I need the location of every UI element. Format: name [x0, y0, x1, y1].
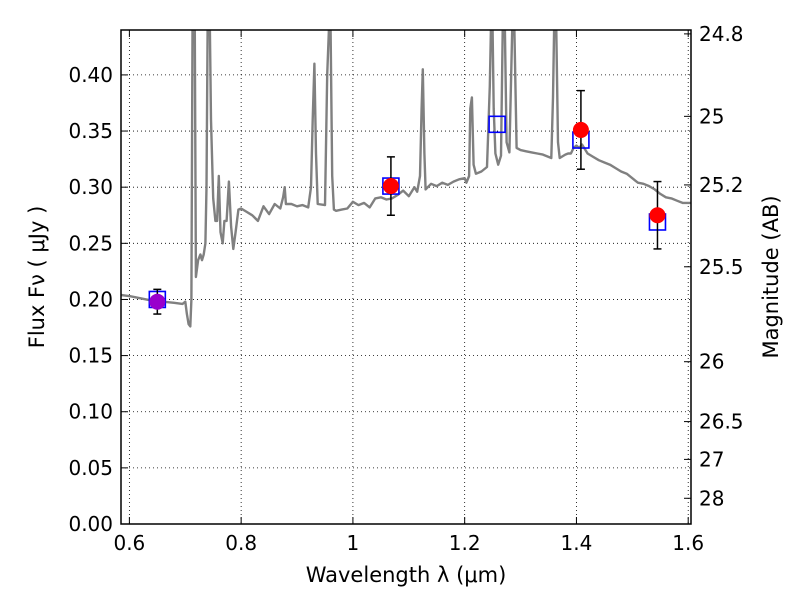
x-tick-label: 1.4 [561, 531, 593, 555]
x-tick-label: 1.2 [449, 531, 481, 555]
mag-tick-label: 28 [699, 486, 724, 510]
x-tick-label: 1.6 [672, 531, 704, 555]
y-tick-label: 0.10 [68, 400, 113, 424]
model-square-marker [488, 115, 506, 134]
mag-tick-label: 25.2 [699, 173, 744, 197]
y-axis-label-right: Magnitude (AB) [759, 195, 783, 358]
ticks-layer: 0.6 0.8 1 1.2 1.4 1.6 0.00 0.05 0.10 0.15 0.20 0.25… [68, 22, 743, 555]
x-axis-label: Wavelength λ (μm) [306, 563, 507, 587]
spectrum-layer [121, 30, 691, 328]
y-tick-label: 0.05 [68, 456, 113, 480]
mag-tick-label: 26.5 [699, 410, 744, 434]
mag-tick-label: 24.8 [699, 22, 744, 46]
plot-frame [120, 29, 692, 525]
y-tick-label: 0.35 [68, 119, 113, 143]
observed-point-marker [382, 178, 399, 195]
y-tick-label: 0.30 [68, 175, 113, 199]
observed-point-marker [649, 207, 666, 224]
mag-tick-label: 25 [699, 104, 724, 128]
y-tick-label: 0.40 [68, 63, 113, 87]
markers-layer [148, 89, 667, 315]
observed-point-marker [572, 121, 589, 138]
x-tick-label: 0.8 [225, 531, 257, 555]
y-tick-label: 0.00 [68, 512, 113, 536]
y-tick-label: 0.25 [68, 231, 113, 255]
y-axis-label: Flux Fν ( μJy ) [25, 206, 49, 349]
y-tick-label: 0.20 [68, 287, 113, 311]
mag-tick-label: 27 [699, 447, 724, 471]
x-tick-label: 1 [347, 531, 360, 555]
mag-tick-label: 26 [699, 350, 724, 374]
spectrum-line [121, 30, 691, 328]
mag-tick-label: 25.5 [699, 255, 744, 279]
x-tick-label: 0.6 [113, 531, 145, 555]
y-tick-label: 0.15 [68, 344, 113, 368]
observed-point-marker [149, 293, 166, 310]
